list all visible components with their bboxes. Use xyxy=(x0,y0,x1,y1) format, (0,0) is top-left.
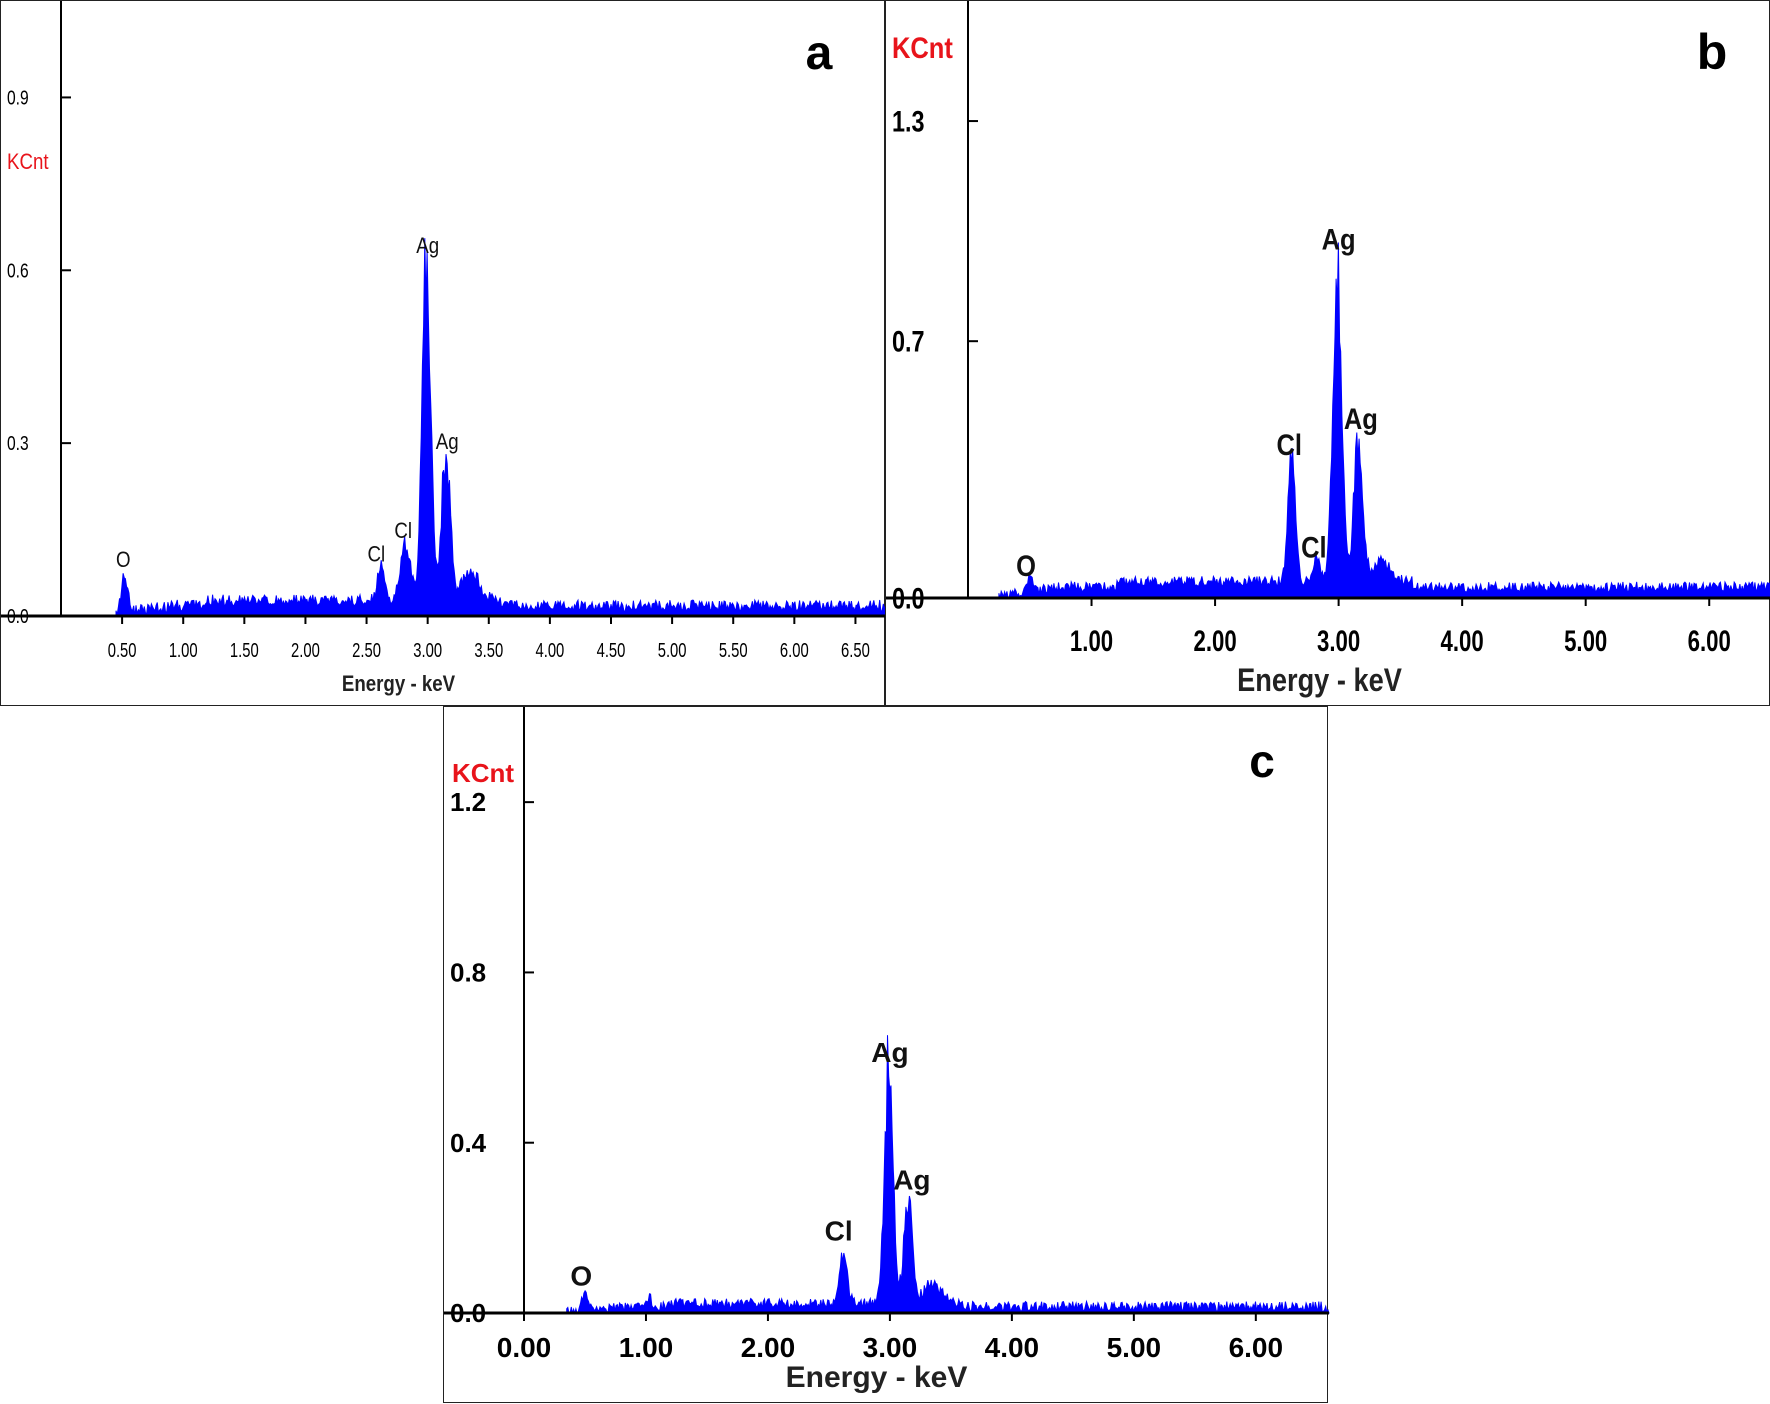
peak-label-cl: Cl xyxy=(825,1216,853,1247)
x-tick-label: 0.00 xyxy=(497,1332,552,1363)
x-tick-label: 4.00 xyxy=(535,639,564,662)
peak-label-ag: Ag xyxy=(871,1037,908,1068)
x-tick-label: 2.00 xyxy=(741,1332,796,1363)
peak-label-ag: Ag xyxy=(416,235,439,259)
y-tick-label: 0.6 xyxy=(7,259,29,281)
y-tick-label: 0.0 xyxy=(450,1298,486,1328)
x-tick-label: 3.00 xyxy=(863,1332,918,1363)
peak-label-o: O xyxy=(1016,549,1036,582)
x-tick-label: 4.50 xyxy=(597,639,626,662)
panel-letter: b xyxy=(1697,24,1728,80)
y-tick-label: 0.9 xyxy=(7,87,29,109)
eds-spectrum-c: 0.0 0.4 0.8 1.2 0.00 1.00 2.00 3.00 4.00 5.00 6.00… xyxy=(444,707,1330,1394)
x-axis-label: Energy - keV xyxy=(786,1361,968,1394)
x-tick-label: 2.00 xyxy=(1193,624,1236,658)
x-tick-label: 6.00 xyxy=(1229,1332,1284,1363)
peak-label-o: O xyxy=(116,549,131,573)
y-tick-label: 0.0 xyxy=(7,605,29,627)
spectrum-area xyxy=(998,242,1770,599)
y-axis-label: KCnt xyxy=(7,151,49,175)
x-axis-label: Energy - keV xyxy=(342,673,456,697)
x-tick-label: 5.00 xyxy=(1107,1332,1162,1363)
y-tick-label: 0.8 xyxy=(450,958,486,988)
peak-label-cl: Cl xyxy=(1301,531,1327,564)
x-tick-label: 4.00 xyxy=(1441,624,1484,658)
peak-label-ag: Ag xyxy=(436,431,459,455)
x-tick-label: 2.50 xyxy=(352,639,381,662)
x-tick-label: 1.00 xyxy=(619,1332,674,1363)
peak-label-cl: Cl xyxy=(1276,428,1302,461)
x-tick-label: 3.00 xyxy=(1317,624,1360,658)
chart-panel-b: 0.0 0.7 1.3 1.00 2.00 3.00 4.00 5.00 6.00 Energy … xyxy=(885,0,1770,706)
y-tick-label: 0.0 xyxy=(892,582,925,615)
x-tick-label: 5.50 xyxy=(719,639,748,662)
x-tick-label: 6.00 xyxy=(780,639,809,662)
chart-panel-c: 0.0 0.4 0.8 1.2 0.00 1.00 2.00 3.00 4.00 5.00 6.00… xyxy=(443,706,1330,1403)
x-tick-label: 4.00 xyxy=(985,1332,1040,1363)
spectrum-area xyxy=(566,1035,1330,1315)
x-tick-label: 6.50 xyxy=(841,639,870,662)
y-tick-label: 1.3 xyxy=(892,105,925,138)
x-tick-label: 3.50 xyxy=(474,639,503,662)
chart-panel-a: 0.0 0.3 0.6 0.9 0.50 1.00 1.50 2.00 2.50 3.00 3.50… xyxy=(0,0,887,706)
y-tick-label: 1.2 xyxy=(450,787,486,817)
x-tick-label: 1.50 xyxy=(230,639,259,662)
x-tick-label: 5.00 xyxy=(658,639,687,662)
y-tick-label: 0.4 xyxy=(450,1128,487,1158)
y-tick-label: 0.3 xyxy=(7,432,29,454)
panel-letter: c xyxy=(1249,735,1275,787)
peak-label-ag: Ag xyxy=(893,1165,930,1196)
x-tick-label: 6.00 xyxy=(1688,624,1731,658)
x-tick-label: 1.00 xyxy=(1070,624,1113,658)
peak-label-ag: Ag xyxy=(1322,223,1356,256)
spectrum-area xyxy=(115,238,887,617)
eds-spectrum-a: 0.0 0.3 0.6 0.9 0.50 1.00 1.50 2.00 2.50 3.00 3.50… xyxy=(1,1,887,697)
y-tick-label: 0.7 xyxy=(892,325,925,358)
panel-letter: a xyxy=(806,27,833,80)
peak-label-cl: Cl xyxy=(368,543,386,567)
peak-label-ag: Ag xyxy=(1344,402,1378,435)
eds-spectrum-b: 0.0 0.7 1.3 1.00 2.00 3.00 4.00 5.00 6.00 Energy … xyxy=(886,1,1770,699)
x-tick-label: 5.00 xyxy=(1564,624,1607,658)
x-axis-label: Energy - keV xyxy=(1237,663,1402,699)
peak-label-o: O xyxy=(570,1260,592,1291)
peak-label-cl: Cl xyxy=(394,520,412,544)
x-tick-label: 2.00 xyxy=(291,639,320,662)
x-tick-label: 0.50 xyxy=(108,639,137,662)
y-axis-label: KCnt xyxy=(452,758,514,788)
x-tick-label: 3.00 xyxy=(413,639,442,662)
x-tick-label: 1.00 xyxy=(169,639,198,662)
y-axis-label: KCnt xyxy=(892,31,953,64)
